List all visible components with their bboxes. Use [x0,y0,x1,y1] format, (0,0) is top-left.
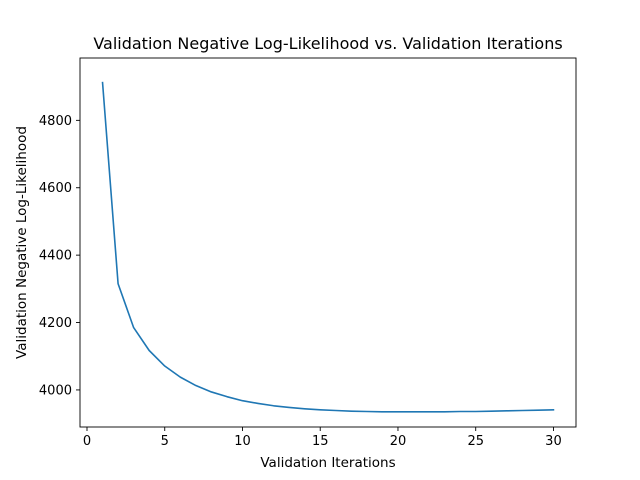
y-tick-label: 4600 [39,181,72,196]
series-layer [101,81,555,413]
x-axis-ticks: 0 5 10 15 20 25 30 [83,427,562,449]
x-tick-label: 25 [467,434,484,449]
x-tick-label: 5 [161,434,169,449]
y-axis-ticks: 4000 4200 4400 4600 4800 [39,114,80,398]
x-tick-label: 15 [312,434,329,449]
x-tick-label: 10 [234,434,251,449]
plot-frame [79,57,577,428]
chart-title: Validation Negative Log-Likelihood vs. V… [93,34,562,53]
y-tick-label: 4400 [39,249,72,264]
x-tick-label: 0 [83,434,91,449]
series-line [101,81,555,413]
y-tick-label: 4000 [39,383,72,398]
y-tick-label: 4200 [39,316,72,331]
x-tick-label: 30 [545,434,562,449]
x-tick-label: 20 [390,434,407,449]
plot-area [80,58,576,427]
y-axis-label: Validation Negative Log-Likelihood [14,126,30,359]
x-axis-label: Validation Iterations [260,455,395,471]
y-tick-label: 4800 [39,114,72,129]
